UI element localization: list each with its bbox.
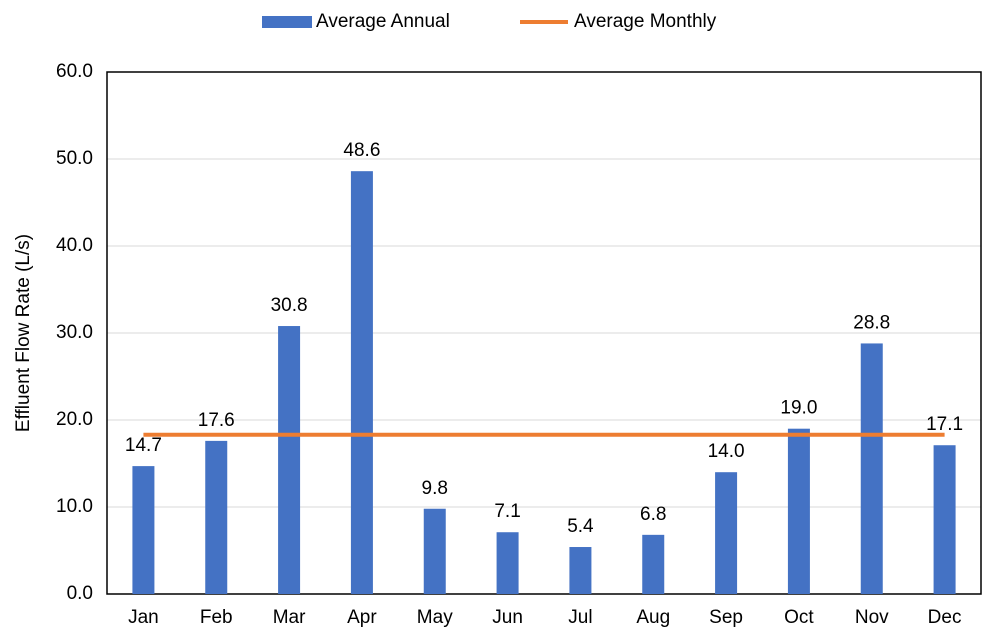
data-label: 17.6 xyxy=(198,410,235,431)
x-tick-label: Nov xyxy=(855,607,889,628)
bar xyxy=(860,343,883,594)
bar xyxy=(933,445,956,594)
y-tick-label: 50.0 xyxy=(56,148,93,169)
y-tick-label: 10.0 xyxy=(56,496,93,517)
x-tick-label: Oct xyxy=(784,607,814,628)
data-label: 14.7 xyxy=(125,435,162,456)
data-label: 5.4 xyxy=(567,516,594,537)
x-tick-label: Mar xyxy=(273,607,306,628)
data-label: 17.1 xyxy=(926,414,963,435)
plot-border xyxy=(106,71,982,595)
x-tick-label: Jul xyxy=(568,607,592,628)
y-tick-label: 30.0 xyxy=(56,322,93,343)
legend-label: Average Annual xyxy=(316,11,450,32)
x-tick-label: Apr xyxy=(347,607,377,628)
bar xyxy=(569,547,592,594)
x-tick-label: May xyxy=(417,607,453,628)
bar xyxy=(787,428,810,594)
bar xyxy=(205,440,228,594)
bar xyxy=(350,171,373,594)
x-tick-label: Jan xyxy=(128,607,159,628)
x-tick-label: Jun xyxy=(492,607,523,628)
x-tick-label: Sep xyxy=(709,607,743,628)
bar xyxy=(496,532,519,594)
legend-swatch xyxy=(262,16,312,28)
x-tick-label: Feb xyxy=(200,607,233,628)
y-tick-label: 0.0 xyxy=(67,583,93,604)
data-label: 6.8 xyxy=(640,504,666,525)
x-tick-label: Dec xyxy=(928,607,962,628)
data-label: 9.8 xyxy=(422,478,448,499)
y-tick-label: 20.0 xyxy=(56,409,93,430)
data-label: 48.6 xyxy=(343,140,380,161)
bar xyxy=(423,508,446,594)
bar xyxy=(642,534,665,594)
y-tick-label: 40.0 xyxy=(56,235,93,256)
bar xyxy=(715,472,738,594)
y-axis-title: Effluent Flow Rate (L/s) xyxy=(13,234,34,432)
y-tick-label: 60.0 xyxy=(56,61,93,82)
data-label: 14.0 xyxy=(708,441,745,462)
legend-label: Average Monthly xyxy=(574,11,717,32)
bar xyxy=(278,326,301,594)
data-label: 30.8 xyxy=(271,295,308,316)
x-tick-label: Aug xyxy=(636,607,670,628)
bar xyxy=(132,466,155,594)
data-label: 19.0 xyxy=(780,398,817,419)
data-label: 28.8 xyxy=(853,312,890,333)
data-label: 7.1 xyxy=(494,501,520,522)
